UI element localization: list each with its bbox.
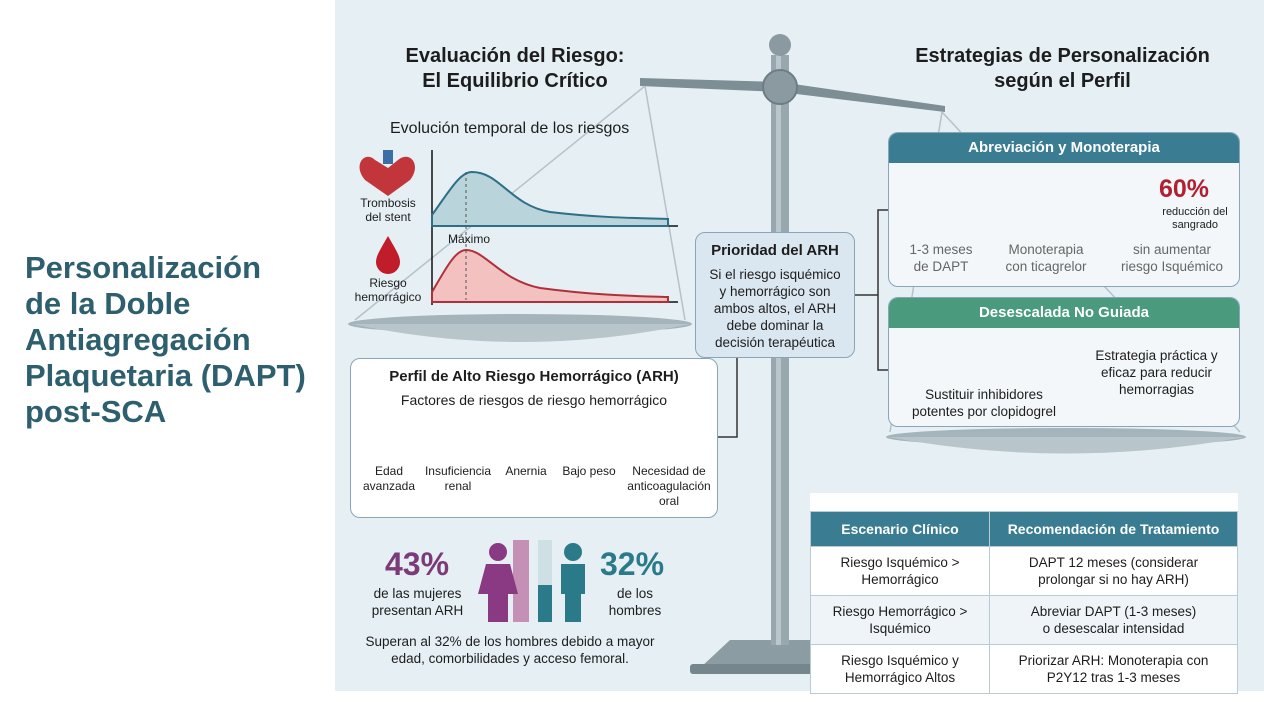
chart-title: Evolución temporal de los riesgos <box>390 120 630 137</box>
right-heading: Estrategias de Personalización según el … <box>915 45 1210 92</box>
graphic <box>888 437 1245 454</box>
men-text: de los hombres <box>608 586 662 618</box>
table-cell: Abreviar DAPT (1-3 meses) o desescalar i… <box>989 595 1238 645</box>
graphic <box>769 34 791 56</box>
graphic <box>762 69 798 105</box>
graphic <box>561 564 585 622</box>
graphic <box>513 540 529 622</box>
graphic: Riesgo Hemorrágico > Isquémico Abreviar D… <box>810 595 1238 645</box>
stat-note: sin aumentar riesgo Isquémico <box>1120 242 1224 274</box>
graphic: Escenario Clínico Recomendación de Tratam… <box>810 511 1238 547</box>
factor: Anernia <box>505 464 547 478</box>
page: Personalización de la Doble Antiagregaci… <box>25 0 1264 694</box>
graphic: Escenario Clínico Recomendación de Tratam… <box>810 511 1238 694</box>
table: Escenario Clínico Recomendación de Tratam… <box>810 511 1238 694</box>
graphic: Riesgo Isquémico y Hemorrágico Altos Prio… <box>810 644 1238 694</box>
graphic <box>877 209 888 371</box>
deescalation-box: Desescalada No Guiada Sustituir inhibido… <box>888 297 1240 427</box>
graphic <box>489 543 507 561</box>
thrombosis-label: Trombosis del stent <box>360 196 416 224</box>
priority-title: Prioridad del ARH <box>711 242 839 259</box>
deescalation-item: Estrategia práctica y eficaz para reduci… <box>1095 348 1218 397</box>
peak-label: Máximo <box>448 232 491 246</box>
table-cell: DAPT 12 meses (considerar prolongar si n… <box>989 546 1238 596</box>
abbreviation-title: Abreviación y Monoterapia <box>889 133 1239 163</box>
priority-box: Prioridad del ARH Si el riesgo isquémico… <box>695 232 855 358</box>
women-value: 43% <box>385 546 450 582</box>
sex-note: Superan al 32% de los hombres debido a m… <box>365 634 655 666</box>
table-cell: Riesgo Isquémico > Hemorrágico <box>810 546 990 596</box>
deescalation-title: Desescalada No Guiada <box>889 298 1239 328</box>
factor: Necesidad de anticoagulación oral <box>627 464 711 508</box>
hbr-title: Perfil de Alto Riesgo Hemorrágico (ARH) <box>389 368 679 385</box>
table-header: Recomendación de Tratamiento <box>989 511 1238 547</box>
stat-label: reducción del sangrado <box>1162 206 1228 231</box>
table-cell: Riesgo Isquémico y Hemorrágico Altos <box>810 644 990 694</box>
abbreviation-item: Monoterapia con ticagrelor <box>1005 242 1087 274</box>
deescalation-item: Sustituir inhibidores potentes por clopi… <box>911 387 1057 419</box>
men-value: 32% <box>600 546 665 582</box>
hbr-box: Perfil de Alto Riesgo Hemorrágico (ARH) … <box>350 358 718 518</box>
graphic: Riesgo Isquémico > Hemorrágico DAPT 12 me… <box>810 546 1238 596</box>
graphic <box>564 543 582 561</box>
priority-text: Si el riesgo isquémico y hemorrágico son… <box>709 267 841 350</box>
factor: Bajo peso <box>562 464 616 478</box>
graphic <box>383 150 393 164</box>
graphic <box>478 564 518 622</box>
stat-value: 60% <box>1159 175 1210 203</box>
hbr-subtitle: Factores de riesgos de riesgo hemorrágic… <box>400 392 668 408</box>
graphic <box>359 156 415 196</box>
table-header: Escenario Clínico <box>810 511 990 547</box>
graphic <box>352 324 690 342</box>
graphic <box>431 248 669 303</box>
table-cell: Priorizar ARH: Monoterapia con P2Y12 tra… <box>989 644 1238 694</box>
recommendation-table: Escenario Clínico Recomendación de Tratam… <box>810 493 1238 712</box>
left-heading: Evaluación del Riesgo: El Equilibrio Crí… <box>405 45 625 92</box>
graphic <box>431 170 669 227</box>
table-cell: Riesgo Hemorrágico > Isquémico <box>810 595 990 645</box>
graphic <box>640 78 945 112</box>
abbreviation-box: Abreviación y Monoterapia 1-3 meses de D… <box>888 132 1240 287</box>
factor: Insuficiencia renal <box>424 464 492 493</box>
graphic <box>644 85 686 321</box>
main-title: Personalización de la Doble Antiagregaci… <box>25 250 306 429</box>
abbreviation-item: 1-3 meses de DAPT <box>909 242 973 274</box>
graphic <box>538 585 552 622</box>
women-text: de las mujeres presentan ARH <box>371 586 464 618</box>
factor: Edad avanzada <box>362 464 416 493</box>
bleeding-label: Riesgo hemorrágico <box>354 276 422 304</box>
graphic <box>376 236 400 274</box>
